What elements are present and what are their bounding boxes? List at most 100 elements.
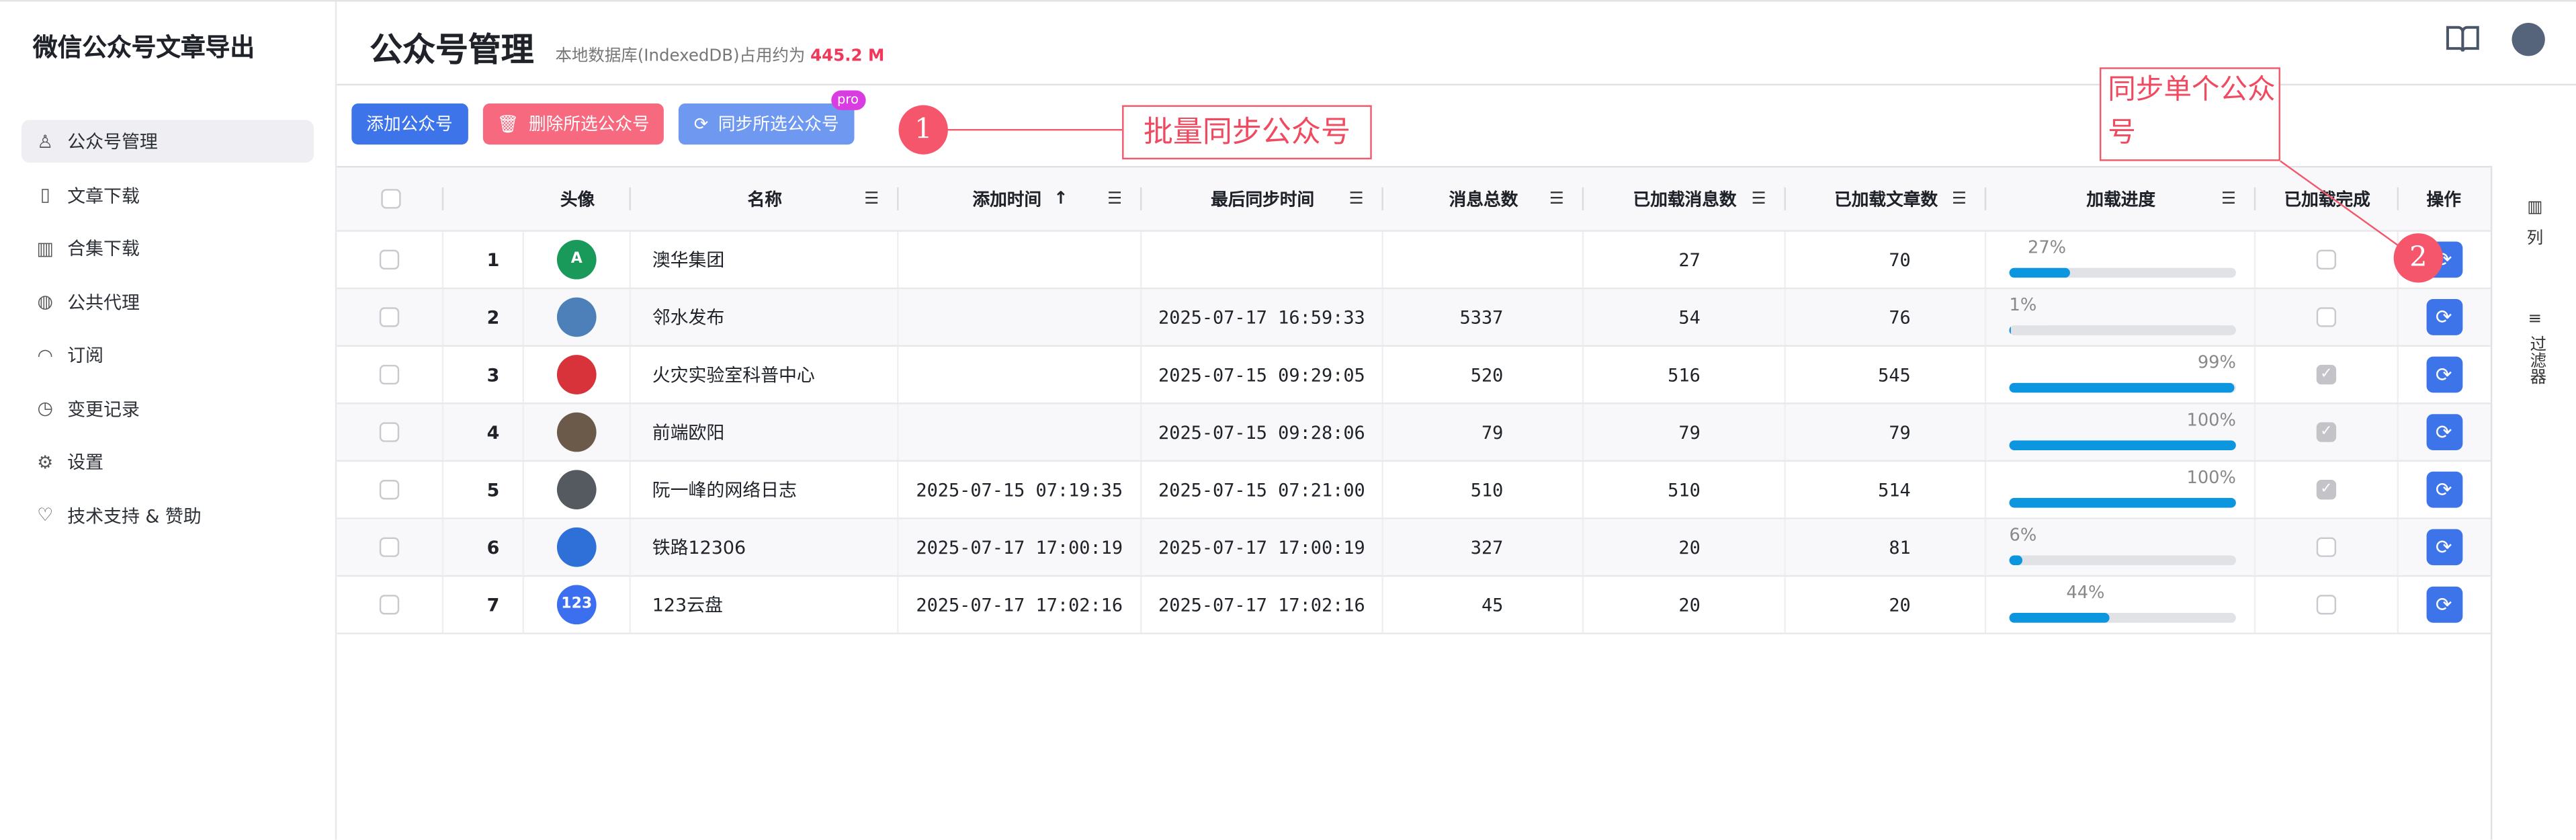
- sync-time: 2025-07-17 17:00:19: [1158, 536, 1365, 558]
- annotation-marker-1: 1: [898, 105, 948, 155]
- filter-icon[interactable]: ☰: [1951, 190, 1967, 208]
- avatar: [556, 527, 597, 567]
- col-sync-time[interactable]: 最后同步时间 ☰: [1142, 167, 1383, 230]
- filters-panel-button[interactable]: ≡ 过滤器: [2492, 310, 2576, 384]
- col-loaded-art[interactable]: 已加载文章数 ☰: [1786, 167, 1987, 230]
- table-row: 4 前端欧阳 2025-07-15 09:28:06 79 79 79 100%…: [337, 404, 2491, 462]
- row-checkbox[interactable]: [379, 537, 400, 557]
- filter-icon: ≡: [2528, 310, 2542, 329]
- delete-selected-button[interactable]: 🗑 删除所选公众号: [482, 103, 664, 145]
- sidebar-item[interactable]: ▯ 文章下载: [22, 173, 314, 216]
- filter-icon[interactable]: ☰: [1751, 190, 1766, 208]
- progress-label: 27%: [2027, 238, 2067, 258]
- loaded-msg-count: 27: [1678, 249, 1701, 271]
- columns-panel-button[interactable]: ▥ 列: [2492, 199, 2576, 248]
- sidebar-item[interactable]: ♙ 公众号管理: [21, 120, 314, 163]
- sidebar-item-label: 公共代理: [67, 292, 140, 313]
- col-name[interactable]: 名称 ☰: [631, 167, 899, 230]
- col-progress[interactable]: 加载进度 ☰: [1986, 167, 2256, 230]
- sort-asc-icon: ↑: [1053, 189, 1068, 209]
- total-count: 520: [1470, 364, 1504, 386]
- table-row: 5 阮一峰的网络日志 2025-07-15 07:19:35 2025-07-1…: [337, 462, 2491, 519]
- sync-time: 2025-07-15 09:29:05: [1158, 364, 1365, 386]
- add-time: 2025-07-17 17:02:16: [916, 593, 1123, 616]
- avatar: A: [556, 239, 597, 280]
- sync-icon: ⟳: [2435, 420, 2452, 444]
- loaded-art-count: 79: [1889, 421, 1911, 443]
- book-icon[interactable]: [2444, 22, 2481, 58]
- col-label: 最后同步时间: [1211, 190, 1315, 210]
- sync-time: 2025-07-15 09:28:06: [1158, 421, 1365, 443]
- sync-account-button[interactable]: ⟳: [2425, 414, 2462, 450]
- sidebar-item[interactable]: ▥ 合集下载: [22, 226, 314, 269]
- col-loaded-msg[interactable]: 已加载消息数 ☰: [1584, 167, 1786, 230]
- col-label: 名称: [747, 190, 782, 210]
- accounts-table: 头像 名称 ☰ 添加时间 ↑ ☰ 最后同步时间 ☰ 消息总数 ☰ 已加载消息数 ☰ 已加载…: [337, 165, 2491, 634]
- col-add-time[interactable]: 添加时间 ↑ ☰: [899, 167, 1142, 230]
- row-checkbox[interactable]: [379, 422, 400, 442]
- github-icon[interactable]: [2510, 22, 2546, 58]
- loaded-art-count: 20: [1889, 593, 1911, 616]
- total-count: 5337: [1459, 306, 1504, 328]
- total-count: 79: [1481, 421, 1504, 443]
- filter-icon[interactable]: ☰: [1549, 190, 1564, 208]
- col-total[interactable]: 消息总数 ☰: [1383, 167, 1584, 230]
- row-checkbox[interactable]: [379, 479, 400, 500]
- sync-account-button[interactable]: ⟳: [2425, 586, 2462, 623]
- rss-icon: ◠: [37, 344, 53, 366]
- sidebar-item[interactable]: ◍ 公共代理: [22, 280, 314, 323]
- filter-icon[interactable]: ☰: [1107, 190, 1123, 208]
- row-index: 1: [486, 249, 500, 271]
- select-all-checkbox[interactable]: [380, 189, 400, 209]
- add-account-button[interactable]: 添加公众号: [351, 103, 468, 145]
- sync-icon: ⟳: [693, 114, 709, 134]
- sidebar-item[interactable]: ◠ 订阅: [22, 333, 314, 376]
- sync-account-button[interactable]: ⟳: [2425, 356, 2462, 393]
- header: 公众号管理 本地数据库(IndexedDB)占用约为 445.2 M: [337, 1, 2576, 86]
- filter-icon[interactable]: ☰: [864, 190, 879, 208]
- row-checkbox[interactable]: [379, 307, 400, 327]
- loaded-msg-count: 54: [1678, 306, 1701, 328]
- loaded-msg-count: 20: [1678, 593, 1701, 616]
- total-count: 45: [1481, 593, 1504, 616]
- side-panel: ▥ 列 ≡ 过滤器: [2490, 165, 2576, 840]
- col-avatar[interactable]: 头像: [524, 167, 631, 230]
- app-title: 微信公众号文章导出: [32, 32, 255, 62]
- sync-account-button[interactable]: ⟳: [2425, 529, 2462, 566]
- loaded-art-count: 514: [1878, 478, 1911, 501]
- sync-selected-button[interactable]: ⟳ 同步所选公众号 pro: [679, 90, 865, 145]
- done-checkbox: [2316, 307, 2337, 327]
- progress-label: 44%: [2066, 583, 2105, 603]
- progress-bar: 99%: [2009, 350, 2236, 399]
- sync-icon: ⟳: [2435, 363, 2452, 386]
- sidebar-item[interactable]: ◷ 变更记录: [22, 387, 314, 430]
- storage-info: 本地数据库(IndexedDB)占用约为 445.2 M: [555, 41, 884, 66]
- row-checkbox[interactable]: [379, 249, 400, 270]
- done-checkbox: [2316, 595, 2337, 615]
- sidebar-item[interactable]: ♡ 技术支持 & 赞助: [22, 494, 314, 537]
- table-row: 2 邻水发布 2025-07-17 16:59:33 5337 54 76 1%…: [337, 289, 2491, 347]
- user-icon: ♙: [37, 130, 54, 153]
- filter-icon[interactable]: ☰: [1348, 190, 1364, 208]
- sidebar-item-label: 公众号管理: [67, 131, 158, 153]
- sidebar-item-label: 变更记录: [67, 398, 140, 420]
- col-label: 已加载消息数: [1633, 190, 1737, 210]
- columns-label: 列: [2526, 230, 2544, 249]
- filter-icon[interactable]: ☰: [2221, 190, 2236, 208]
- col-ops: 操作: [2399, 167, 2489, 230]
- select-all-cell: [337, 167, 444, 230]
- col-done[interactable]: 已加载完成: [2256, 167, 2399, 230]
- sync-icon: ⟳: [2435, 593, 2452, 616]
- avatar-text: A: [570, 251, 583, 268]
- row-checkbox[interactable]: [379, 364, 400, 385]
- sync-account-button[interactable]: ⟳: [2425, 299, 2462, 335]
- table-row: 6 铁路12306 2025-07-17 17:00:19 2025-07-17…: [337, 519, 2491, 577]
- sidebar-item[interactable]: ⚙ 设置: [22, 440, 314, 483]
- avatar: [556, 297, 597, 337]
- add-time: 2025-07-15 07:19:35: [916, 478, 1123, 501]
- done-checkbox: ✓: [2316, 422, 2337, 442]
- sync-account-button[interactable]: ⟳: [2425, 471, 2462, 508]
- progress-bar: 6%: [2009, 523, 2236, 572]
- row-checkbox[interactable]: [379, 595, 400, 615]
- progress-label: 100%: [2186, 468, 2236, 489]
